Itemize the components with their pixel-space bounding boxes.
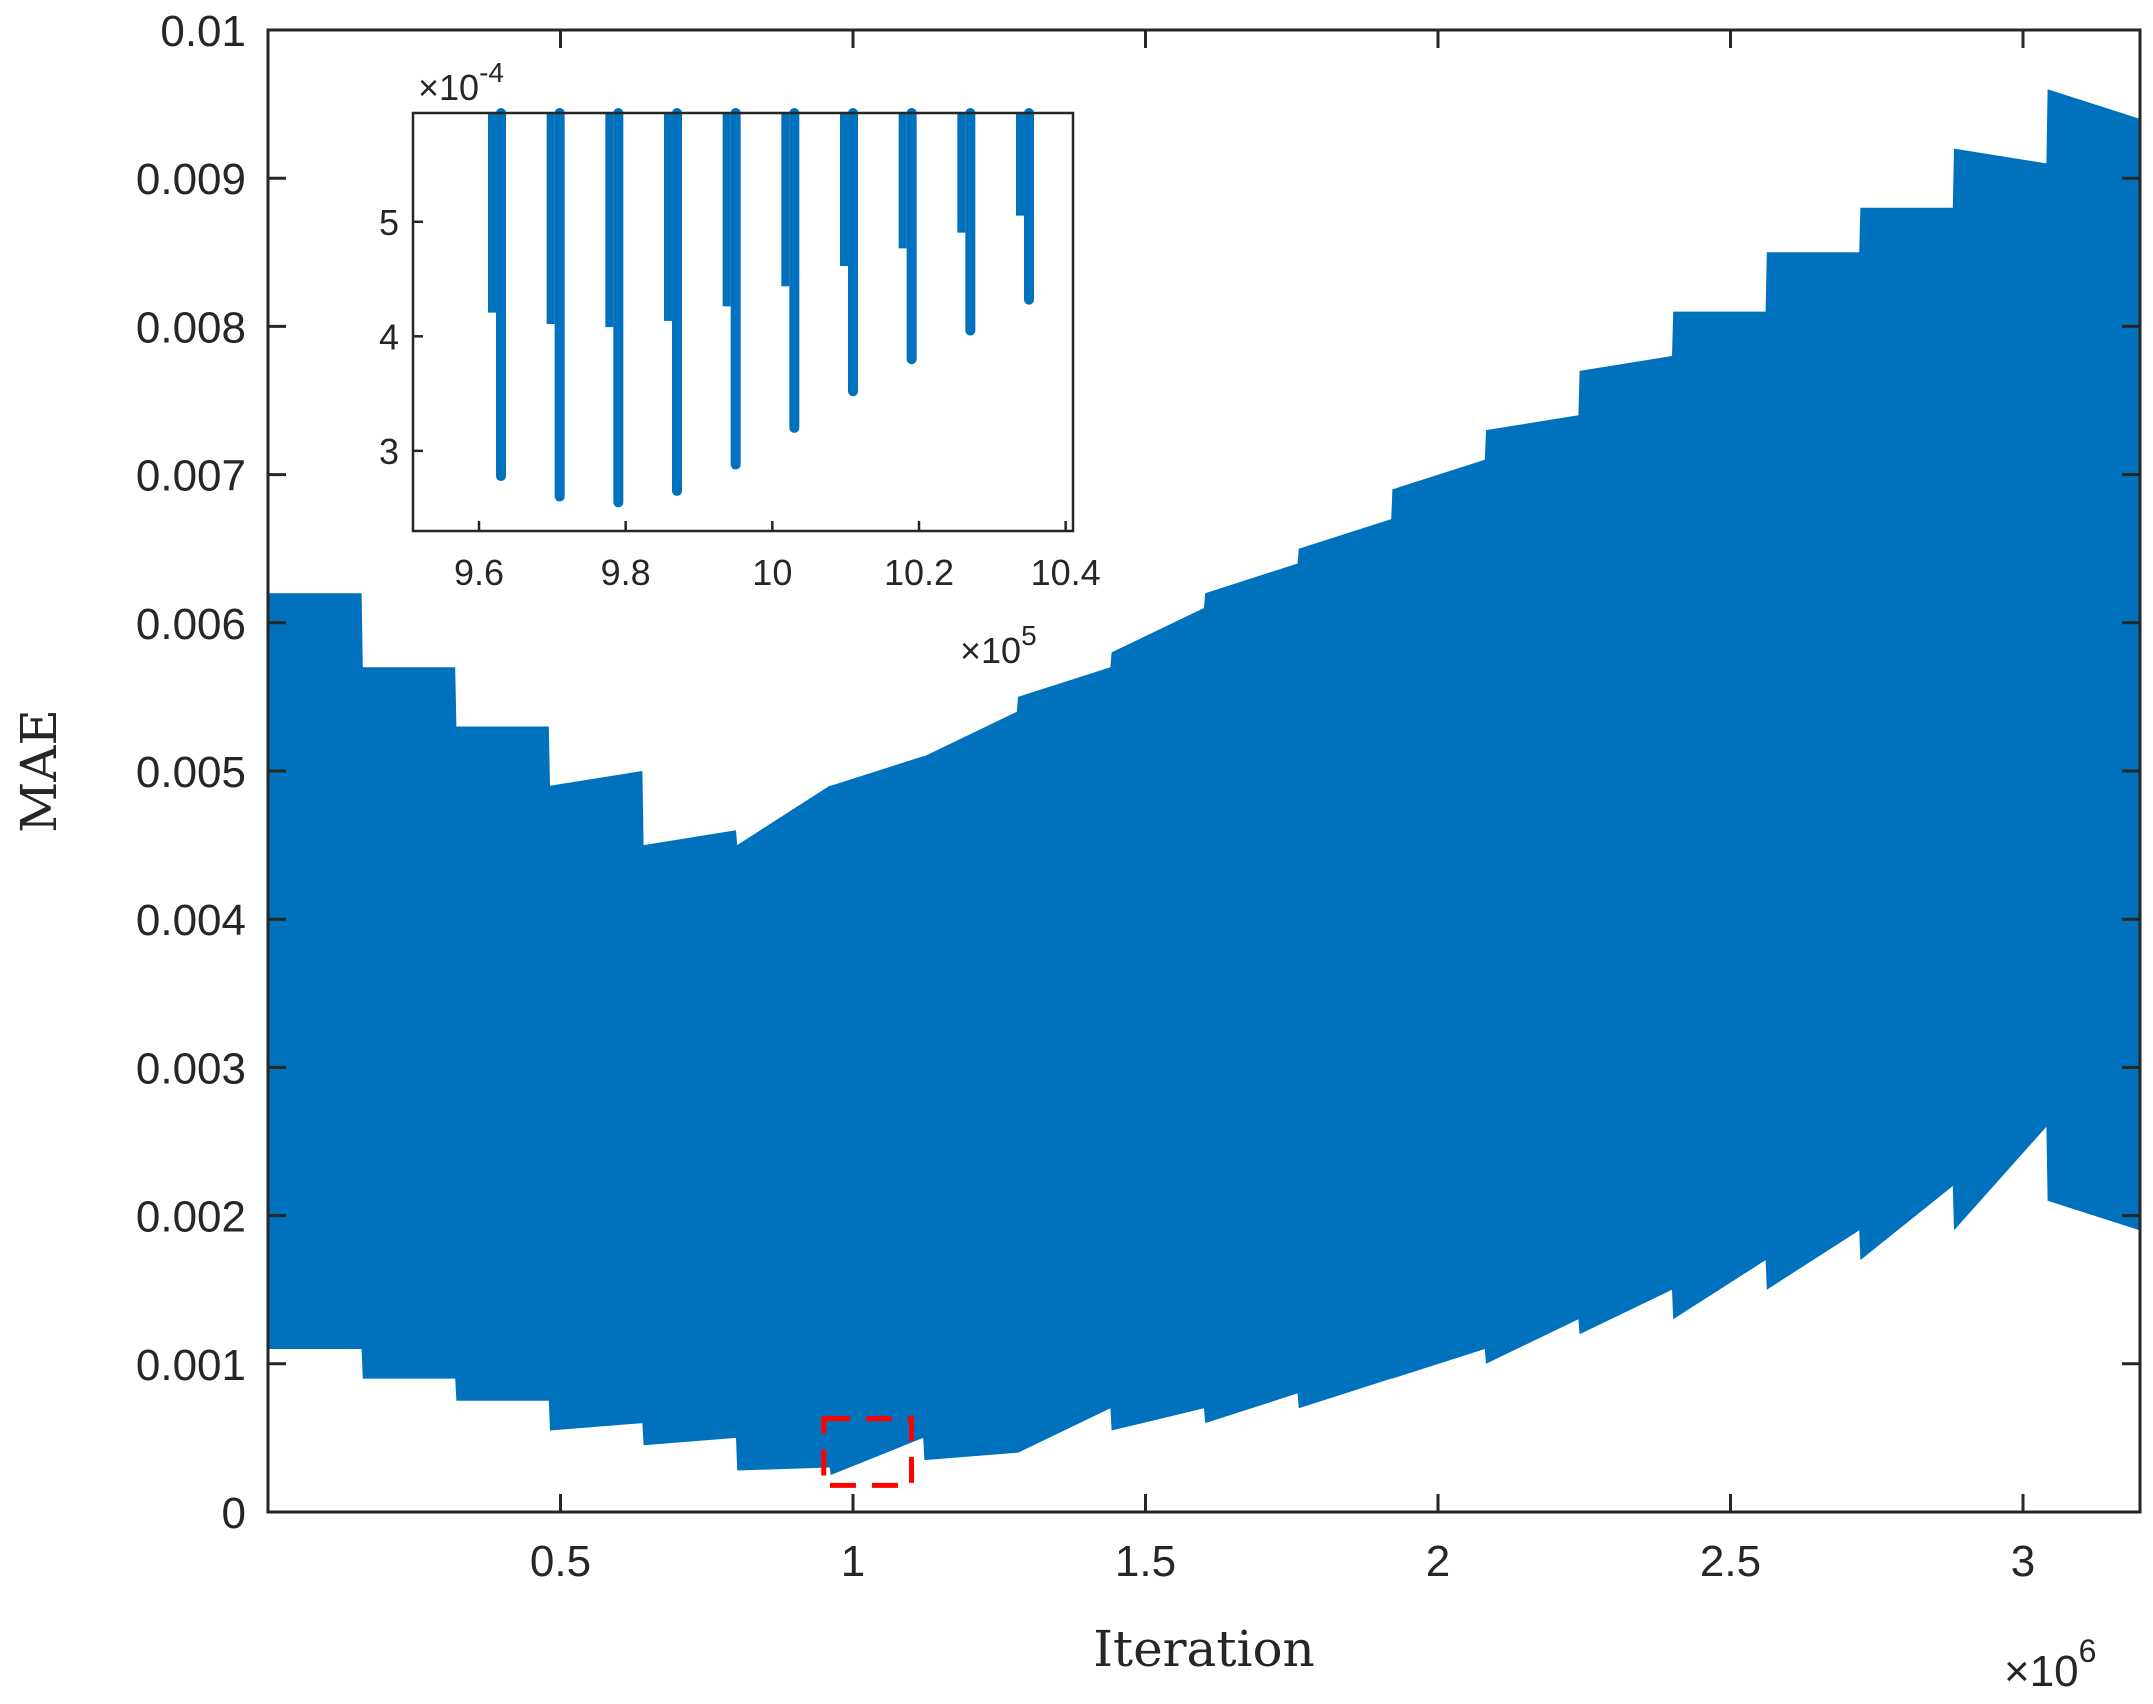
mae-band <box>268 89 2140 1475</box>
x-axis-label: Iteration <box>1093 1620 1315 1678</box>
x-multiplier-base: ×10 <box>2004 1647 2079 1696</box>
inset-x-tick-label: 9.6 <box>454 552 504 593</box>
main-y-tick-label: 0 <box>222 1489 246 1538</box>
inset-y-tick-label: 5 <box>379 202 399 243</box>
main-x-ticks: 0.5 1 1.5 2 2.5 3 <box>530 30 2035 1586</box>
main-x-tick-label: 0.5 <box>530 1537 591 1586</box>
inset-y-ticks: 3 4 5 <box>379 202 423 472</box>
main-y-tick-label: 0.002 <box>136 1193 246 1242</box>
inset-x-tick-label: 10 <box>752 552 792 593</box>
zoom-region-box <box>821 1416 914 1488</box>
main-y-tick-label: 0.01 <box>160 7 246 56</box>
inset-y-multiplier: ×10-4 <box>418 57 504 108</box>
inset-x-tick-label: 9.8 <box>601 552 651 593</box>
inset-axes: 9.6 9.8 10 10.2 10.4 345 ×10-4 ×105 <box>379 57 1101 671</box>
main-plot-frame <box>266 28 2142 1514</box>
inset-spikes <box>488 108 1034 508</box>
main-y-tick-label: 0.007 <box>136 452 246 501</box>
main-x-tick-label: 2 <box>1426 1537 1450 1586</box>
main-y-tick-label: 0.003 <box>136 1044 246 1093</box>
main-axes: 0.5 1 1.5 2 2.5 3 00.0010.0020.0030.0040.0050… <box>10 7 2142 1696</box>
inset-x-multiplier-base: ×10 <box>960 630 1021 671</box>
x-multiplier: ×106 <box>2004 1633 2096 1696</box>
y-axis-label: MAE <box>10 709 68 833</box>
main-x-tick-label: 1 <box>841 1537 865 1586</box>
x-multiplier-exponent: 6 <box>2079 1633 2097 1669</box>
main-y-tick-label: 0.008 <box>136 303 246 352</box>
main-y-tick-label: 0.005 <box>136 748 246 797</box>
inset-x-ticks: 9.6 9.8 10 10.2 10.4 <box>454 521 1101 593</box>
main-y-tick-label: 0.009 <box>136 155 246 204</box>
inset-x-tick-label: 10.4 <box>1031 552 1101 593</box>
main-x-tick-label: 2.5 <box>1700 1537 1761 1586</box>
main-y-tick-label: 0.004 <box>136 896 246 945</box>
main-x-tick-label: 1.5 <box>1115 1537 1176 1586</box>
inset-y-multiplier-base: ×10 <box>418 67 479 108</box>
inset-x-tick-label: 10.2 <box>884 552 954 593</box>
main-y-tick-label: 0.006 <box>136 600 246 649</box>
main-y-tick-label: 0.001 <box>136 1341 246 1390</box>
main-x-tick-label: 3 <box>2011 1537 2035 1586</box>
inset-y-tick-label: 4 <box>379 316 399 357</box>
inset-x-multiplier-exponent: 5 <box>1021 620 1037 651</box>
inset-y-tick-label: 3 <box>379 431 399 472</box>
inset-y-multiplier-exponent: -4 <box>479 57 504 88</box>
inset-x-multiplier: ×105 <box>960 620 1037 671</box>
main-y-ticks: 0 0.001 0.002 0.003 0.004 0.005 0.006 0.007 0.00… <box>136 7 2140 1538</box>
inset-plot-frame <box>411 111 1075 533</box>
